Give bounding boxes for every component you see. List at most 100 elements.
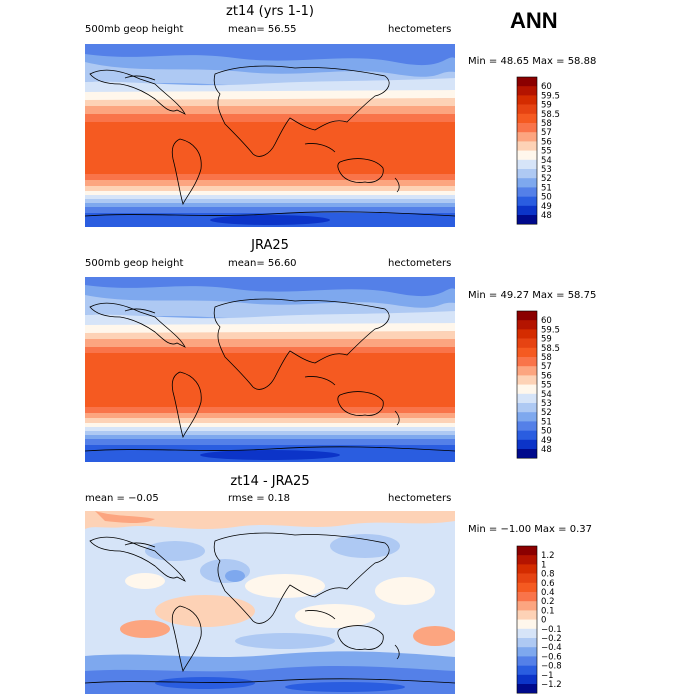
colorbar-swatch	[517, 205, 537, 216]
colorbar-swatch	[517, 439, 537, 450]
colorbar-label: 58.5	[541, 344, 560, 354]
colorbar-swatch	[517, 546, 537, 556]
colorbar-label: 0.2	[541, 597, 555, 607]
colorbar-label: 54	[541, 390, 552, 400]
colorbar-swatch	[517, 95, 537, 105]
colorbar-label: 58.5	[541, 110, 560, 120]
colorbar-label: 0.6	[541, 579, 555, 589]
colorbar-swatch	[517, 430, 537, 441]
colorbar-swatch	[517, 647, 537, 657]
colorbar-label: −0.1	[541, 625, 562, 635]
colorbar-swatch	[517, 113, 537, 124]
colorbar-swatch	[517, 638, 537, 648]
colorbar-label: 57	[541, 362, 552, 372]
panel-3-colorbar: 1.2 1 0.8 0.6 0.4 0.2 0.1 0 −0.1 −0.2 −0.4 −0.6 −0.8…	[516, 545, 587, 696]
colorbar-swatch	[517, 449, 537, 459]
colorbar-swatch	[517, 582, 537, 593]
colorbar-label: 52	[541, 174, 552, 184]
colorbar-swatch	[517, 619, 537, 630]
colorbar-label: 52	[541, 408, 552, 418]
colorbar-swatch	[517, 393, 537, 404]
colorbar-label: 1.2	[541, 551, 555, 561]
colorbar-label: 0	[541, 616, 546, 626]
colorbar-label: −0.8	[541, 662, 562, 672]
colorbar-label: 55	[541, 381, 552, 391]
panel-2-title: JRA25	[251, 238, 289, 253]
panel-2-colorbar: 60 59.5 59 58.5 58 57 56 55 54 53 52 51 50 49 48	[516, 310, 587, 461]
colorbar-label: 56	[541, 371, 552, 381]
panel-2-units: hectometers	[388, 258, 452, 269]
colorbar-label: −1	[541, 671, 554, 681]
panel-3-title: zt14 - JRA25	[230, 474, 310, 489]
colorbar-label: −0.4	[541, 643, 562, 653]
panel-2-map	[85, 277, 455, 462]
colorbar-label: −0.2	[541, 634, 562, 644]
colorbar-label: 49	[541, 436, 552, 446]
panel-3-rmse: rmse = 0.18	[228, 493, 291, 504]
colorbar-label: 58	[541, 353, 552, 363]
colorbar-label: 51	[541, 417, 552, 427]
colorbar-swatch	[517, 159, 537, 170]
colorbar-label: 0.8	[541, 570, 555, 580]
panel-2-minmax: Min = 49.27 Max = 58.75	[468, 290, 597, 301]
colorbar-label: 49	[541, 202, 552, 212]
colorbar-swatch	[517, 665, 537, 676]
colorbar-swatch	[517, 601, 537, 611]
colorbar-swatch	[517, 656, 537, 666]
colorbar-swatch	[517, 421, 537, 431]
colorbar-label: 60	[541, 316, 552, 326]
colorbar-label: 59.5	[541, 91, 560, 101]
colorbar-swatch	[517, 77, 537, 87]
colorbar-swatch	[517, 141, 537, 151]
colorbar-swatch	[517, 132, 537, 142]
season-label: ANN	[510, 8, 558, 33]
colorbar-label: 51	[541, 183, 552, 193]
panel-1-variable: 500mb geop height	[85, 24, 184, 35]
colorbar-swatch	[517, 187, 537, 197]
colorbar-swatch	[517, 684, 537, 694]
colorbar-swatch	[517, 674, 537, 685]
colorbar-label: −0.6	[541, 652, 562, 662]
panel-3-minmax: Min = −1.00 Max = 0.37	[468, 524, 592, 535]
colorbar-swatch	[517, 338, 537, 349]
colorbar-label: 59.5	[541, 325, 560, 335]
panel-3-units: hectometers	[388, 493, 452, 504]
colorbar-label: 50	[541, 427, 552, 437]
colorbar-label: 50	[541, 193, 552, 203]
colorbar-label: −1.2	[541, 680, 562, 690]
colorbar-swatch	[517, 375, 537, 385]
colorbar-swatch	[517, 329, 537, 339]
panel-1-title: zt14 (yrs 1-1)	[226, 4, 314, 19]
colorbar-label: 59	[541, 101, 552, 111]
panel-1-units: hectometers	[388, 24, 452, 35]
colorbar-swatch	[517, 555, 537, 565]
panel-1-mean: mean= 56.55	[228, 24, 297, 35]
colorbar-label: 0.4	[541, 588, 555, 598]
colorbar-label: 48	[541, 211, 552, 221]
colorbar-swatch	[517, 86, 537, 96]
colorbar-swatch	[517, 169, 537, 179]
colorbar-swatch	[517, 412, 537, 422]
colorbar-swatch	[517, 150, 537, 161]
colorbar-swatch	[517, 564, 537, 574]
colorbar-label: 55	[541, 147, 552, 157]
colorbar-swatch	[517, 592, 537, 602]
colorbar-swatch	[517, 320, 537, 330]
colorbar-swatch	[517, 357, 537, 367]
colorbar-label: 53	[541, 165, 552, 175]
panel-1-colorbar: 60 59.5 59 58.5 58 57 56 55 54 53 52 51 50 49 48	[516, 76, 587, 227]
colorbar-label: 57	[541, 128, 552, 138]
colorbar-label: 58	[541, 119, 552, 129]
panel-2-mean: mean= 56.60	[228, 258, 297, 269]
colorbar-swatch	[517, 178, 537, 188]
panel-1-minmax: Min = 48.65 Max = 58.88	[468, 56, 597, 67]
colorbar-label: 48	[541, 445, 552, 455]
colorbar-label: 60	[541, 82, 552, 92]
colorbar-label: 53	[541, 399, 552, 409]
colorbar-label: 59	[541, 335, 552, 345]
colorbar-swatch	[517, 610, 537, 620]
colorbar-swatch	[517, 347, 537, 358]
colorbar-swatch	[517, 123, 537, 133]
panel-3-mean: mean = −0.05	[85, 493, 159, 504]
colorbar-swatch	[517, 196, 537, 207]
